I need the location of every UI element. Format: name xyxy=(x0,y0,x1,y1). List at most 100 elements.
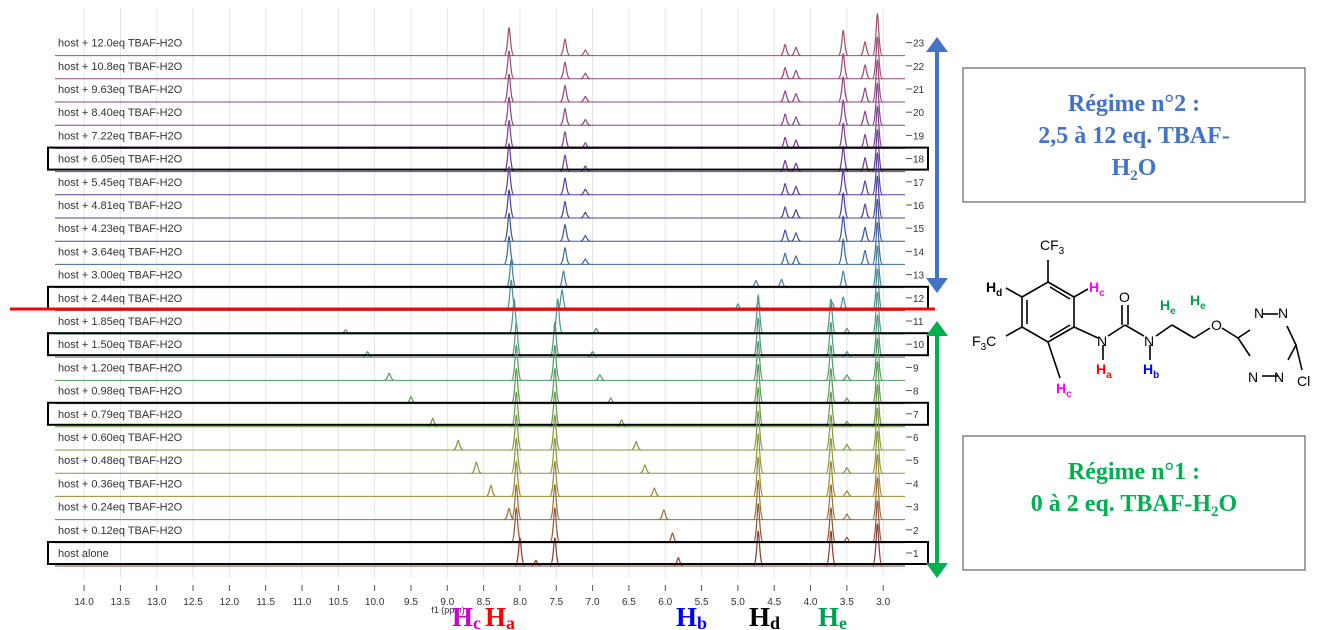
tetrazine-bond xyxy=(1236,329,1251,357)
arrow-head xyxy=(926,563,948,578)
peak xyxy=(510,460,522,497)
benzene-ring xyxy=(1021,281,1075,343)
peak xyxy=(871,476,883,521)
peak xyxy=(505,258,517,289)
bond xyxy=(1047,341,1061,379)
regime1-box xyxy=(962,435,1306,571)
peak xyxy=(503,189,515,219)
molecule: CF3 Hd F3C Hc Hc O N Ha N Hb He He O N N… xyxy=(972,237,1310,400)
peak xyxy=(752,410,764,451)
peak xyxy=(510,391,522,428)
proton-label: Hc xyxy=(452,602,481,630)
trace-label: host + 8.40eq TBAF-H2O xyxy=(58,107,183,119)
regime-part: 2 xyxy=(1211,504,1219,520)
peak xyxy=(580,258,591,265)
x-tick-label: 12.0 xyxy=(220,597,240,608)
peak xyxy=(871,291,883,335)
trace-label: host + 6.05eq TBAF-H2O xyxy=(58,154,183,166)
peak xyxy=(859,249,871,265)
trace-label: host + 2.44eq TBAF-H2O xyxy=(58,293,183,305)
atom: Hc xyxy=(1056,380,1072,400)
trace-number: 10 xyxy=(913,340,925,351)
trace-number: 18 xyxy=(913,155,925,166)
peak xyxy=(667,532,678,544)
peak xyxy=(825,483,837,521)
trace-label: host + 0.24eq TBAF-H2O xyxy=(58,502,183,514)
highlight-box xyxy=(47,541,929,565)
peak xyxy=(871,360,883,405)
peak xyxy=(559,84,571,103)
peak xyxy=(752,317,764,358)
x-tick-label: 8.0 xyxy=(513,597,527,608)
x-tick-label: 13.5 xyxy=(111,597,131,608)
peak xyxy=(558,270,569,289)
bond xyxy=(1107,324,1126,337)
atom: N xyxy=(1248,369,1258,385)
proton-letter: H xyxy=(452,602,473,630)
peak xyxy=(549,344,561,381)
peak xyxy=(580,234,591,242)
trace-label: host + 4.81eq TBAF-H2O xyxy=(58,200,183,212)
trace-number: 6 xyxy=(913,433,919,444)
x-tick-label: 6.0 xyxy=(658,597,672,608)
peak xyxy=(859,226,871,242)
atom: Ha xyxy=(1096,361,1112,381)
peak xyxy=(779,206,791,219)
peak xyxy=(752,340,764,381)
peak xyxy=(559,246,571,265)
peak xyxy=(549,507,561,544)
trace-label: host + 1.50eq TBAF-H2O xyxy=(58,339,183,351)
trace-label: host + 1.85eq TBAF-H2O xyxy=(58,316,183,328)
regime-part: H xyxy=(1112,155,1131,181)
peak xyxy=(658,509,669,521)
bond xyxy=(1073,326,1099,339)
trace-number: 1 xyxy=(913,549,919,560)
atom: Cl xyxy=(1297,373,1310,389)
trace-label: host alone xyxy=(58,548,109,560)
peak xyxy=(384,372,395,381)
trace-number: 7 xyxy=(913,410,919,421)
peak xyxy=(503,119,515,149)
regime-line: 0 à 2 eq. TBAF-H2O xyxy=(1031,491,1237,520)
peak xyxy=(859,110,871,126)
x-tick-label: 4.0 xyxy=(804,597,818,608)
peak xyxy=(503,235,515,265)
bond xyxy=(1155,324,1173,337)
peak xyxy=(837,168,849,196)
x-tick-label: 7.5 xyxy=(549,597,563,608)
peak xyxy=(837,270,849,289)
peak xyxy=(871,523,883,567)
trace-number: 13 xyxy=(913,271,925,282)
trace-number: 17 xyxy=(913,178,925,189)
bond xyxy=(1221,327,1239,339)
trace-label: host + 0.36eq TBAF-H2O xyxy=(58,478,183,490)
peak xyxy=(825,367,837,405)
trace-label: host + 0.12eq TBAF-H2O xyxy=(58,525,183,537)
peak xyxy=(871,82,883,126)
peak xyxy=(649,487,660,497)
trace-number: 15 xyxy=(913,224,925,235)
trace-label: host + 3.64eq TBAF-H2O xyxy=(58,246,183,258)
peak xyxy=(594,374,605,381)
atom: Hc xyxy=(1089,279,1105,299)
trace-number: 22 xyxy=(913,62,925,73)
bond xyxy=(1171,324,1195,339)
peak xyxy=(825,437,837,474)
atom: He xyxy=(1190,292,1206,312)
peak xyxy=(871,268,883,312)
peak xyxy=(549,367,561,405)
trace-label: host + 0.98eq TBAF-H2O xyxy=(58,386,183,398)
peak xyxy=(510,414,522,451)
proton-label: Ha xyxy=(485,602,515,630)
peak xyxy=(841,490,852,497)
peak xyxy=(779,182,791,196)
peak xyxy=(580,49,591,57)
highlight-box xyxy=(47,401,929,426)
peak xyxy=(837,192,849,219)
peak xyxy=(503,507,515,521)
peak xyxy=(871,36,883,80)
peak xyxy=(556,289,568,312)
x-axis-label: f1 (ppm) xyxy=(431,605,465,615)
atom: He xyxy=(1160,297,1176,317)
